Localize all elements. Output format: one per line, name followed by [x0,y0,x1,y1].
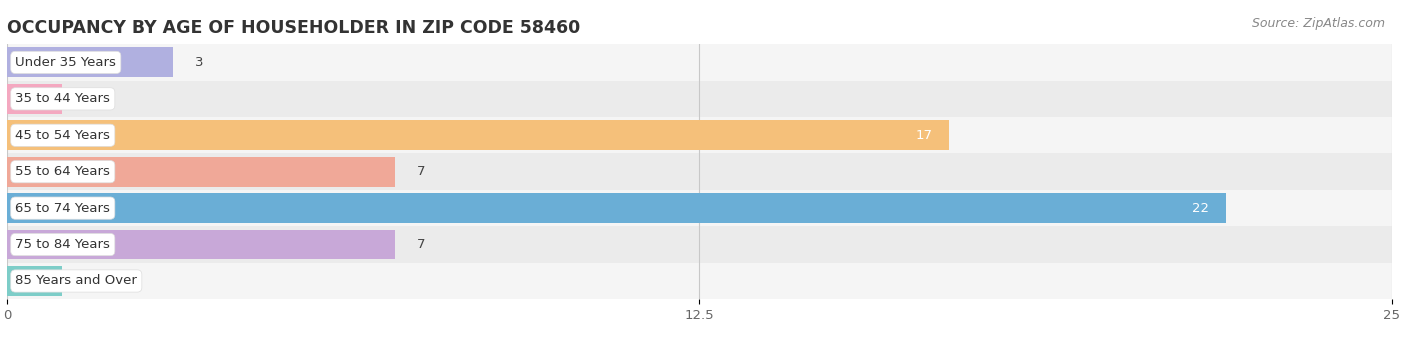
Bar [7,266,62,296]
Text: Under 35 Years: Under 35 Years [15,56,117,69]
Text: 22: 22 [1192,202,1209,215]
Text: 1: 1 [84,274,93,288]
Text: 75 to 84 Years: 75 to 84 Years [15,238,110,251]
Text: 45 to 54 Years: 45 to 54 Years [15,129,110,142]
Text: 17: 17 [915,129,932,142]
Bar [7,263,1392,299]
Bar [7,193,1226,223]
Text: 85 Years and Over: 85 Years and Over [15,274,138,288]
Bar [7,44,1392,81]
Bar [7,153,1392,190]
Text: 3: 3 [195,56,204,69]
Bar [7,157,395,187]
Text: OCCUPANCY BY AGE OF HOUSEHOLDER IN ZIP CODE 58460: OCCUPANCY BY AGE OF HOUSEHOLDER IN ZIP C… [7,19,581,37]
Text: 1: 1 [84,92,93,105]
Bar [7,230,395,259]
Bar [7,84,62,114]
Bar [7,81,1392,117]
Text: Source: ZipAtlas.com: Source: ZipAtlas.com [1251,17,1385,30]
Text: 65 to 74 Years: 65 to 74 Years [15,202,110,215]
Bar [7,226,1392,263]
Bar [7,190,1392,226]
Text: 35 to 44 Years: 35 to 44 Years [15,92,110,105]
Text: 7: 7 [418,238,426,251]
Text: 7: 7 [418,165,426,178]
Bar [7,120,949,150]
Bar [7,48,173,77]
Bar [7,117,1392,153]
Text: 55 to 64 Years: 55 to 64 Years [15,165,110,178]
